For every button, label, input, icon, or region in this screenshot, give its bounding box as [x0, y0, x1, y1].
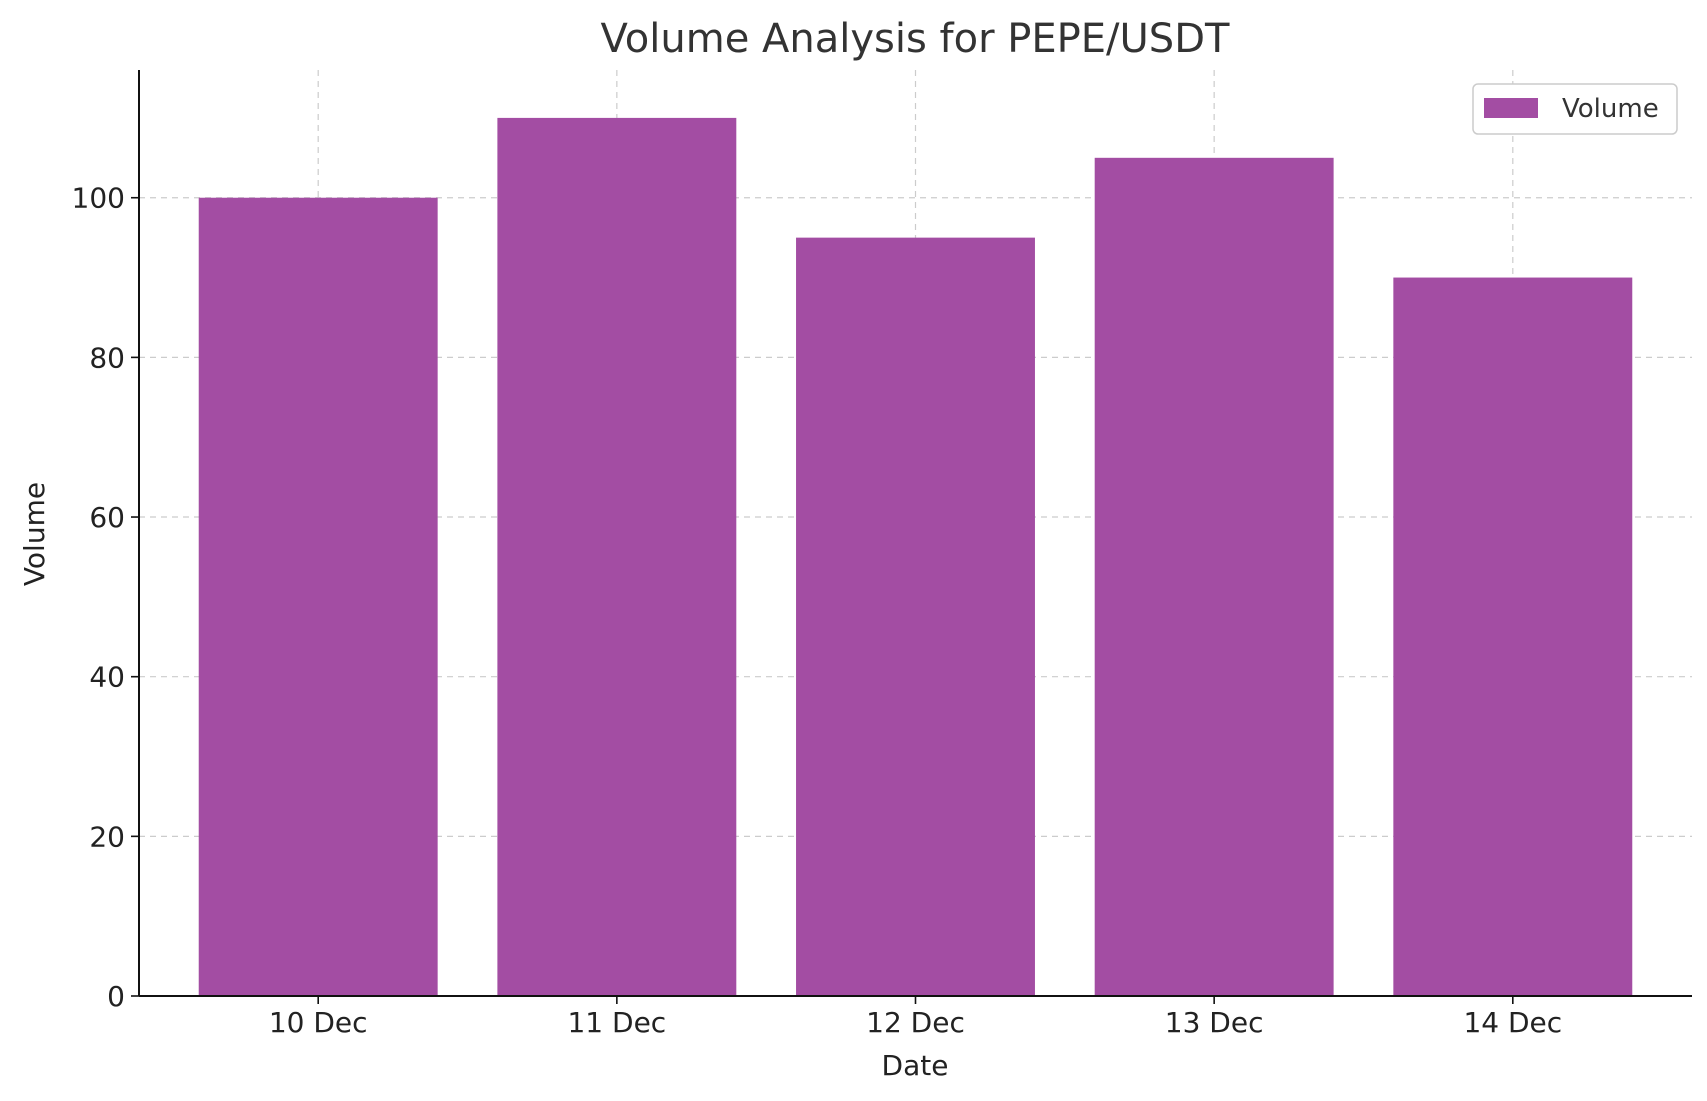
- x-tick-label: 12 Dec: [866, 1006, 965, 1039]
- bar-11-dec: [497, 117, 737, 997]
- bar-14-dec: [1393, 277, 1633, 996]
- y-tick-label: 40: [89, 661, 125, 694]
- x-tick-label: 13 Dec: [1165, 1006, 1264, 1039]
- bar-10-dec: [198, 197, 438, 997]
- y-tick-label: 80: [89, 341, 125, 374]
- x-axis-label: Date: [882, 1049, 949, 1082]
- legend-swatch: [1484, 98, 1538, 118]
- x-tick-label: 14 Dec: [1463, 1006, 1562, 1039]
- legend: Volume: [1472, 83, 1678, 135]
- bar-12-dec: [796, 237, 1035, 996]
- legend-box: [1472, 83, 1678, 135]
- bars: [198, 117, 1633, 997]
- chart-title: Volume Analysis for PEPE/USDT: [601, 16, 1230, 62]
- y-tick-label: 20: [89, 820, 125, 853]
- y-tick-label: 0: [107, 980, 125, 1013]
- y-tick-label: 60: [89, 501, 125, 534]
- legend-label: Volume: [1562, 94, 1659, 124]
- y-ticks: 0 20 40 60 80 100: [72, 182, 139, 1013]
- bar-13-dec: [1094, 157, 1334, 996]
- y-axis-label: Volume: [18, 482, 51, 586]
- x-ticks: 10 Dec 11 Dec 12 Dec 13 Dec 14 Dec: [269, 996, 1562, 1039]
- x-tick-label: 10 Dec: [269, 1006, 368, 1039]
- x-tick-label: 11 Dec: [567, 1006, 666, 1039]
- y-tick-label: 100: [72, 182, 125, 215]
